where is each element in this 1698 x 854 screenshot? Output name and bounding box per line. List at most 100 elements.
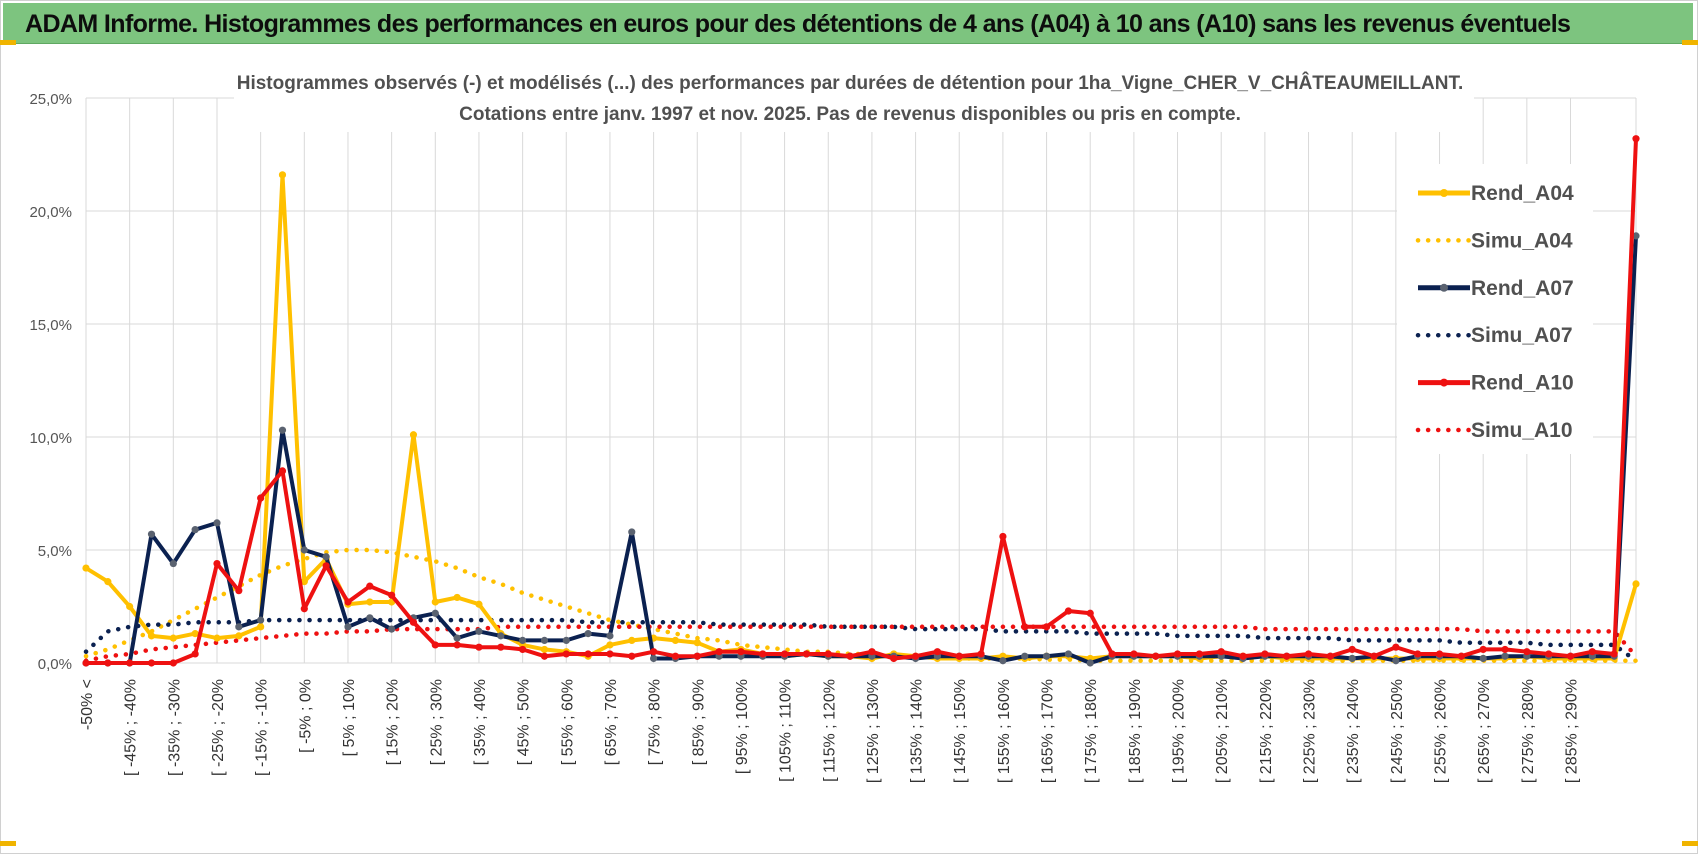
data-point bbox=[1021, 623, 1029, 631]
data-point bbox=[868, 648, 876, 656]
legend-label: Rend_A10 bbox=[1471, 372, 1574, 395]
data-point bbox=[388, 591, 396, 599]
x-tick-label: [ 125% ; 130% bbox=[865, 679, 882, 783]
data-point bbox=[650, 654, 658, 663]
data-point bbox=[126, 602, 134, 611]
x-tick-label: [ 15% ; 20% bbox=[385, 679, 402, 765]
corner-mark bbox=[1682, 841, 1698, 846]
data-point bbox=[715, 648, 723, 656]
data-point bbox=[1479, 654, 1487, 663]
data-point bbox=[191, 526, 199, 534]
data-point bbox=[955, 652, 963, 660]
legend-label: Simu_A10 bbox=[1471, 419, 1573, 442]
y-tick-label: 5,0% bbox=[38, 543, 72, 560]
x-tick-label: [ 135% ; 140% bbox=[909, 679, 926, 783]
data-point bbox=[1523, 648, 1531, 656]
data-point bbox=[344, 598, 352, 606]
data-point bbox=[540, 636, 549, 645]
x-tick-label: [ 145% ; 150% bbox=[952, 679, 969, 783]
data-point bbox=[300, 605, 308, 613]
data-point bbox=[519, 636, 527, 645]
data-point bbox=[147, 659, 156, 667]
legend: Rend_A04 Simu_A04 Rend_A07 Simu_A07 Rend_A10… bbox=[1415, 182, 1574, 442]
data-point bbox=[497, 632, 505, 640]
data-point bbox=[1479, 645, 1487, 654]
corner-mark bbox=[0, 40, 16, 45]
data-point bbox=[1632, 580, 1640, 588]
data-point bbox=[1326, 652, 1334, 660]
series-line-rend-a10 bbox=[86, 138, 1638, 665]
data-point bbox=[671, 636, 680, 645]
x-tick-label: [ -25% ; -20% bbox=[210, 679, 227, 776]
data-point bbox=[1545, 650, 1553, 658]
chart-subtitle: Cotations entre janv. 1997 et nov. 2025.… bbox=[459, 104, 1241, 125]
data-point bbox=[1304, 650, 1313, 658]
data-point bbox=[431, 641, 439, 649]
data-point bbox=[431, 609, 439, 617]
x-tick-label: [ 245% ; 250% bbox=[1389, 679, 1406, 783]
x-tick-label: [ 265% ; 270% bbox=[1476, 679, 1493, 783]
title-backdrop bbox=[234, 64, 1474, 132]
data-point bbox=[409, 618, 418, 626]
data-point bbox=[213, 519, 221, 527]
data-point bbox=[1152, 652, 1160, 660]
data-point bbox=[1435, 650, 1444, 658]
x-tick-label: [ -15% ; -10% bbox=[254, 679, 271, 776]
data-point bbox=[584, 630, 592, 638]
x-tick-label: [ 25% ; 30% bbox=[428, 679, 445, 765]
legend-backdrop bbox=[1397, 164, 1593, 454]
data-point bbox=[1042, 623, 1051, 631]
series-line-simu-a07 bbox=[83, 617, 1639, 663]
data-point bbox=[584, 650, 592, 658]
data-point bbox=[104, 578, 112, 586]
x-tick-label: [ 175% ; 180% bbox=[1083, 679, 1100, 783]
data-point bbox=[1283, 652, 1291, 660]
x-tick-label: [ 215% ; 220% bbox=[1258, 679, 1275, 783]
x-tick-label: [ 225% ; 230% bbox=[1302, 679, 1319, 783]
data-point bbox=[366, 582, 374, 590]
x-tick-label: [ -5% ; 0% bbox=[297, 679, 314, 753]
data-point bbox=[257, 623, 265, 631]
data-point bbox=[322, 553, 330, 561]
data-point bbox=[1261, 650, 1269, 658]
data-point bbox=[737, 648, 745, 656]
data-point bbox=[1392, 657, 1400, 665]
x-axis-ticks: -50% < [ -45% ; -40% [ -35% ; -30% [ -25% ;… bbox=[79, 679, 1581, 783]
x-tick-label: [ 105% ; 110% bbox=[778, 679, 795, 782]
data-point bbox=[1588, 648, 1596, 656]
data-point bbox=[671, 652, 680, 660]
data-point bbox=[453, 634, 461, 642]
data-point bbox=[453, 641, 461, 649]
data-point bbox=[977, 650, 985, 658]
x-tick-label: [ 5% ; 10% bbox=[341, 679, 358, 756]
y-tick-label: 20,0% bbox=[29, 204, 72, 221]
x-tick-label: [ 115% ; 120% bbox=[821, 679, 838, 782]
series-line-rend-a07 bbox=[86, 235, 1638, 665]
x-tick-label: [ 85% ; 90% bbox=[690, 679, 707, 765]
x-tick-label: [ 95% ; 100% bbox=[734, 679, 751, 774]
x-tick-label: [ 185% ; 190% bbox=[1127, 679, 1144, 783]
series-group bbox=[82, 135, 1640, 667]
x-tick-label: [ 205% ; 210% bbox=[1214, 679, 1231, 783]
y-axis-ticks: 0,0% 5,0% 10,0% 15,0% 20,0% 25,0% bbox=[29, 91, 72, 673]
data-point bbox=[890, 654, 898, 663]
data-point bbox=[1064, 607, 1072, 615]
data-point bbox=[540, 645, 549, 654]
y-tick-label: 15,0% bbox=[29, 317, 72, 334]
data-point bbox=[235, 587, 243, 595]
data-point bbox=[540, 652, 549, 660]
chart-title: Histogrammes observés (-) et modélisés (… bbox=[237, 72, 1464, 94]
data-point bbox=[1021, 652, 1029, 660]
data-point bbox=[475, 643, 483, 651]
title-banner: ADAM Informe. Histogrammes des performan… bbox=[3, 3, 1693, 44]
data-point bbox=[169, 559, 177, 568]
data-point bbox=[1632, 135, 1640, 143]
data-point bbox=[300, 546, 308, 554]
x-tick-label: -50% < bbox=[79, 679, 96, 730]
data-point bbox=[169, 634, 177, 642]
data-point bbox=[213, 559, 221, 568]
data-point bbox=[475, 627, 483, 635]
data-point bbox=[606, 641, 614, 649]
data-point bbox=[409, 431, 418, 439]
